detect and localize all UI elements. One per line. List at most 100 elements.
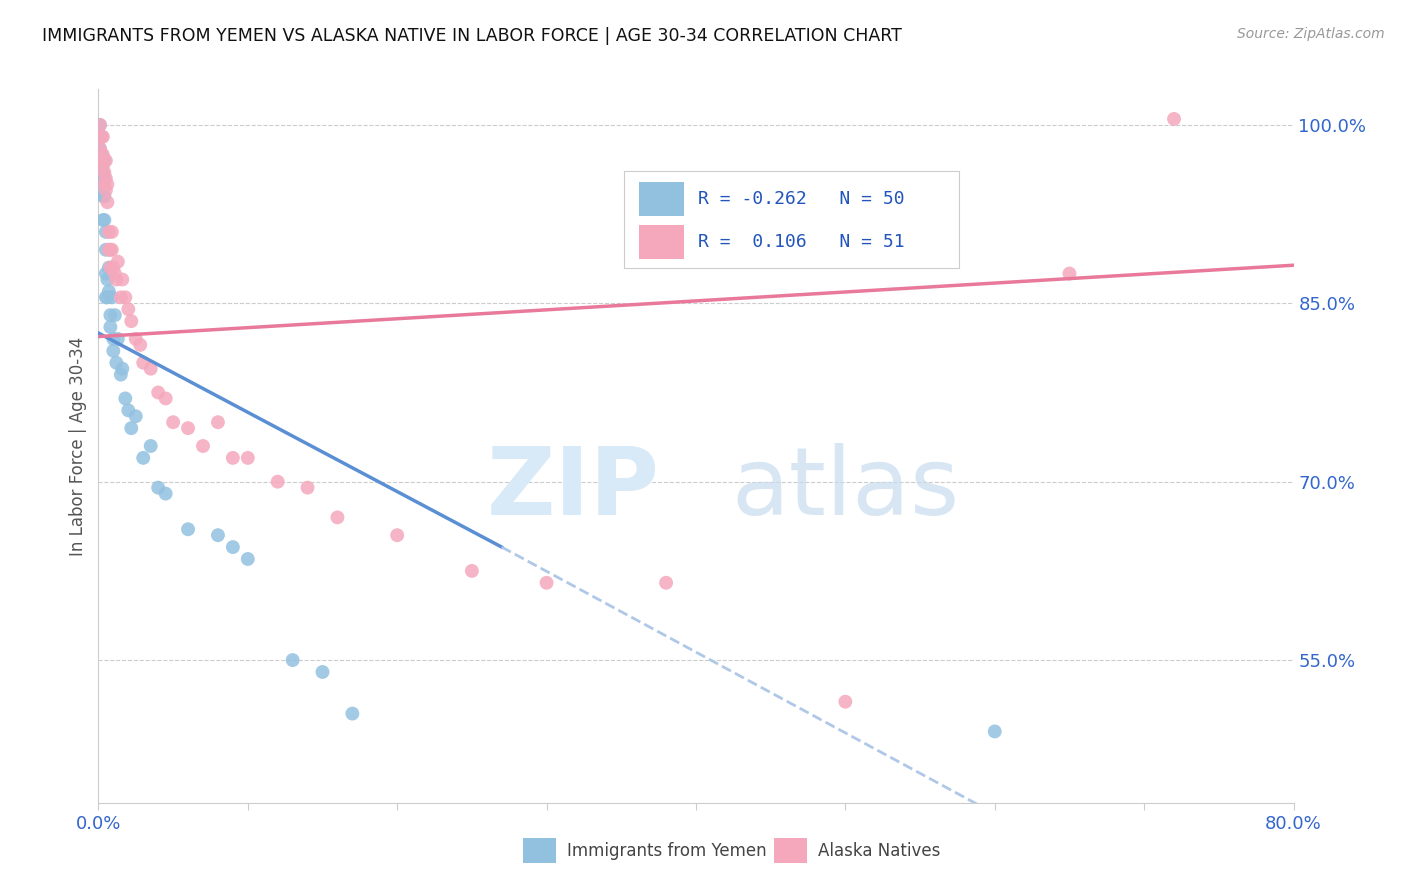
Point xyxy=(267,475,290,489)
Point xyxy=(132,356,155,370)
Point xyxy=(114,290,136,304)
Point xyxy=(120,314,142,328)
Bar xyxy=(638,182,685,216)
Point xyxy=(90,129,112,144)
Text: ZIP: ZIP xyxy=(488,442,661,535)
Point xyxy=(91,153,114,168)
Point xyxy=(101,243,124,257)
Point xyxy=(89,142,111,156)
Point xyxy=(461,564,484,578)
Point xyxy=(117,302,139,317)
Point xyxy=(96,272,118,286)
Point xyxy=(100,320,122,334)
Text: Source: ZipAtlas.com: Source: ZipAtlas.com xyxy=(1237,27,1385,41)
Point xyxy=(125,409,148,424)
Point xyxy=(107,254,129,268)
Point xyxy=(91,147,114,161)
Point xyxy=(100,243,122,257)
Point xyxy=(120,421,142,435)
Point xyxy=(297,481,319,495)
Point xyxy=(103,260,125,275)
Point xyxy=(94,290,117,304)
Point xyxy=(132,450,155,465)
Point xyxy=(281,653,304,667)
Point xyxy=(91,129,114,144)
Point xyxy=(96,195,118,210)
Point xyxy=(222,540,245,554)
Text: Alaska Natives: Alaska Natives xyxy=(818,842,941,860)
Point xyxy=(100,260,122,275)
Bar xyxy=(523,838,557,863)
Point xyxy=(94,183,117,197)
Point xyxy=(96,290,118,304)
Point xyxy=(94,171,117,186)
Point xyxy=(101,290,124,304)
Point xyxy=(236,552,259,566)
Text: R =  0.106   N = 51: R = 0.106 N = 51 xyxy=(699,233,905,251)
Point xyxy=(90,147,112,161)
Point xyxy=(236,450,259,465)
Point xyxy=(177,421,200,435)
Point xyxy=(97,285,120,299)
Point xyxy=(90,129,112,144)
Point xyxy=(91,165,114,179)
Point xyxy=(207,415,229,429)
Point xyxy=(222,450,245,465)
Point xyxy=(94,153,117,168)
Point xyxy=(536,575,558,590)
Point xyxy=(110,290,132,304)
Point xyxy=(94,225,117,239)
Point xyxy=(1163,112,1185,126)
Point xyxy=(1059,267,1081,281)
Point xyxy=(94,243,117,257)
Point xyxy=(111,361,134,376)
Point xyxy=(93,189,115,203)
Point xyxy=(155,392,177,406)
Point xyxy=(93,153,115,168)
Point xyxy=(107,332,129,346)
Point xyxy=(139,439,162,453)
Point xyxy=(93,178,115,192)
Point xyxy=(111,272,134,286)
Point xyxy=(117,403,139,417)
Point xyxy=(191,439,214,453)
Point xyxy=(207,528,229,542)
Point xyxy=(311,665,333,679)
Y-axis label: In Labor Force | Age 30-34: In Labor Force | Age 30-34 xyxy=(69,336,87,556)
Point xyxy=(655,575,678,590)
Point xyxy=(97,225,120,239)
Point xyxy=(93,213,115,227)
Point xyxy=(984,724,1007,739)
Point xyxy=(90,178,112,192)
Point xyxy=(89,129,111,144)
Point xyxy=(148,481,170,495)
Point xyxy=(129,338,152,352)
Text: R = -0.262   N = 50: R = -0.262 N = 50 xyxy=(699,190,905,208)
Point xyxy=(103,332,125,346)
Point xyxy=(89,118,111,132)
FancyBboxPatch shape xyxy=(624,171,959,268)
Point xyxy=(91,160,114,174)
Bar xyxy=(773,838,807,863)
Point xyxy=(326,510,349,524)
Point xyxy=(104,267,127,281)
Point xyxy=(155,486,177,500)
Point xyxy=(105,272,128,286)
Point xyxy=(97,260,120,275)
Point xyxy=(91,213,114,227)
Point xyxy=(148,385,170,400)
Point xyxy=(90,153,112,168)
Point xyxy=(101,225,124,239)
Point xyxy=(385,528,409,542)
Point xyxy=(110,368,132,382)
Text: IMMIGRANTS FROM YEMEN VS ALASKA NATIVE IN LABOR FORCE | AGE 30-34 CORRELATION CH: IMMIGRANTS FROM YEMEN VS ALASKA NATIVE I… xyxy=(42,27,903,45)
Point xyxy=(97,243,120,257)
Point xyxy=(162,415,184,429)
Point xyxy=(94,267,117,281)
Point xyxy=(342,706,364,721)
Point xyxy=(177,522,200,536)
Point xyxy=(139,361,162,376)
Point xyxy=(125,332,148,346)
Point xyxy=(103,343,125,358)
Point xyxy=(89,142,111,156)
